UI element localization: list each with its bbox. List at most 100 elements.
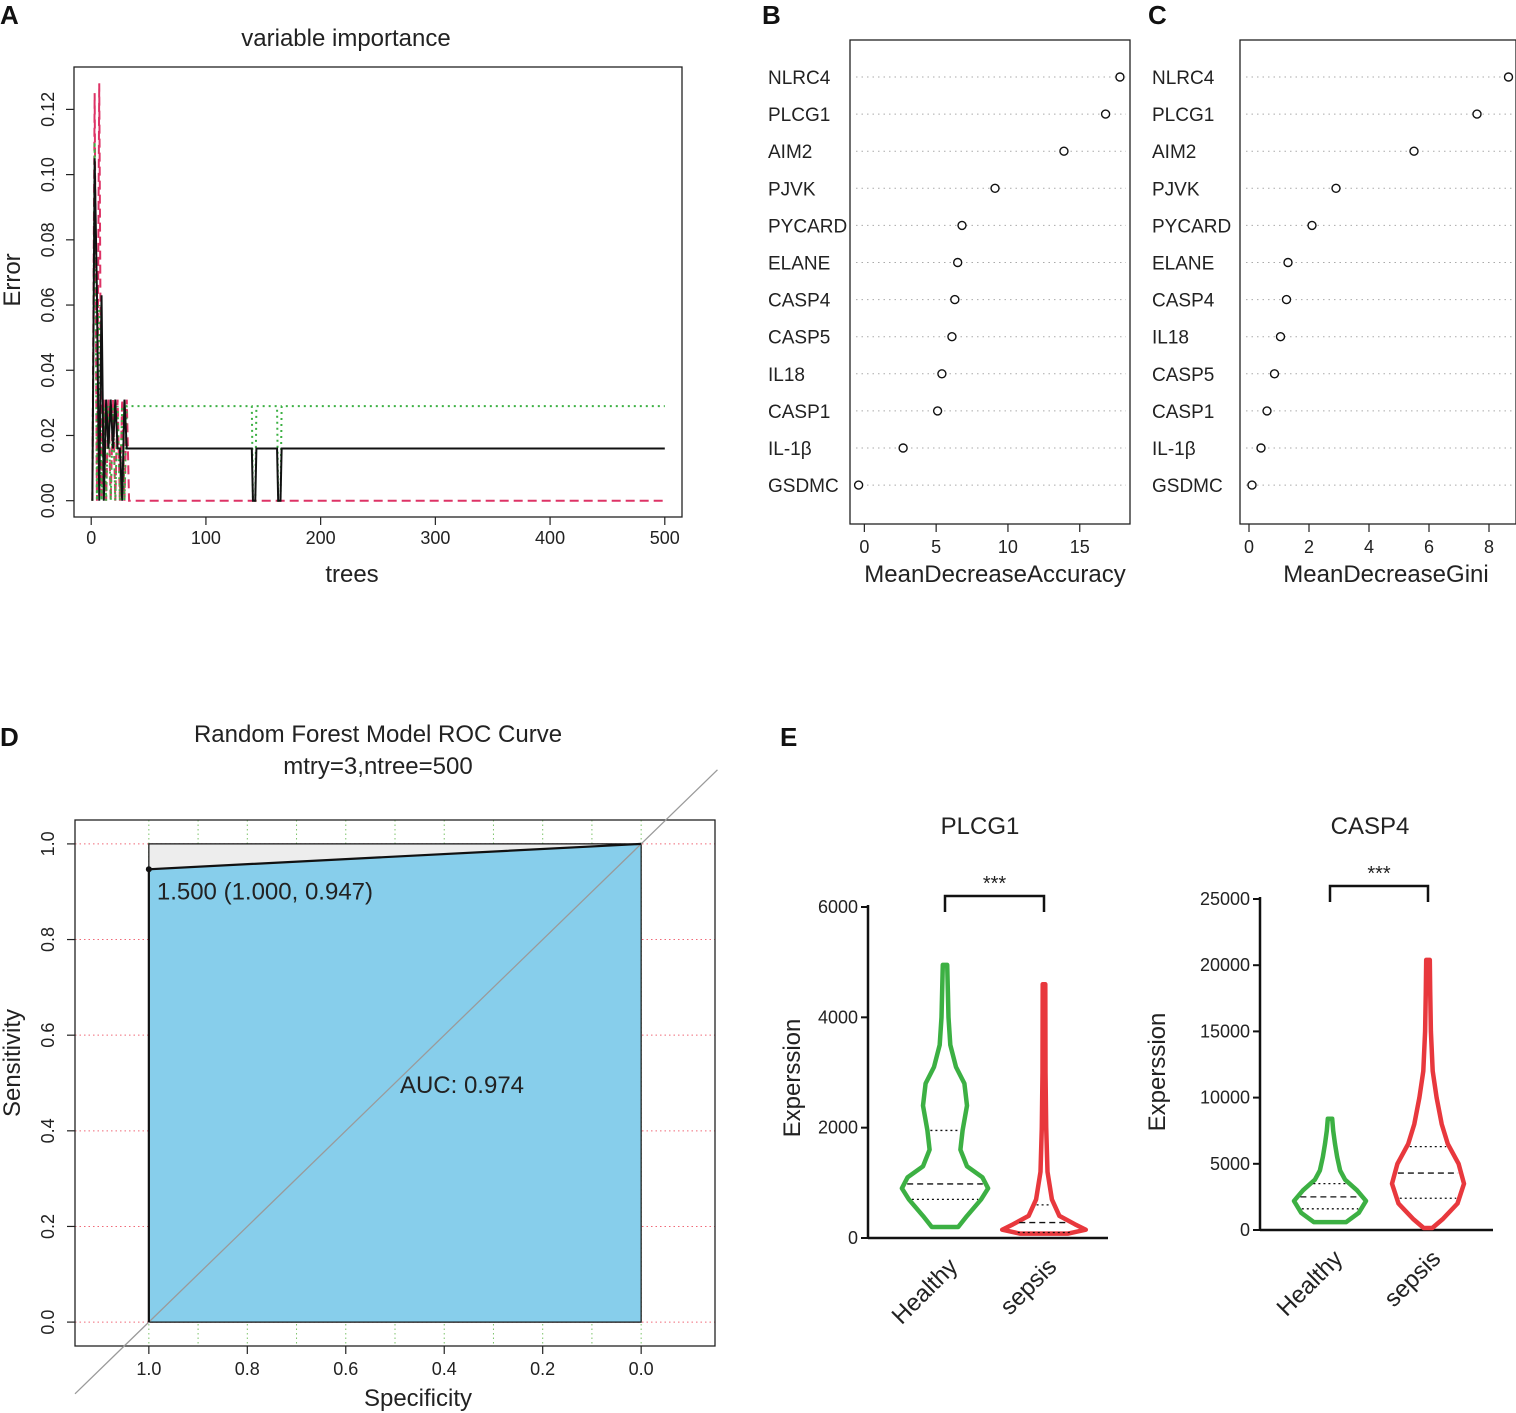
panel-a-xtick-label: 300 [420,528,450,548]
panel-a-xtick-label: 500 [650,528,680,548]
panel-a-ytick-label: 0.10 [38,157,58,192]
panel-c-point [1503,72,1514,82]
panel-a-xlabel: trees [325,561,378,588]
panel-b-point [853,480,864,490]
panel-b-point [1100,109,1111,119]
panel-c-xtick-label: 4 [1364,537,1374,557]
panel-b-gene-label: AIM2 [768,142,812,163]
panel-d-threshold-point [145,866,152,873]
panel-d-ytick-label: 0.0 [38,1310,58,1335]
panel-e2-category-label: sepsis [1379,1245,1446,1312]
panel-e2-sig-label: *** [1367,863,1391,885]
panel-d-plot-frame [74,819,716,1347]
panel-a-error-plot: variable importance 0 100 200 300 400 500 0.00… [0,25,683,588]
panel-label-b: B [762,0,781,30]
panel-e2-violin-healthy [1291,1116,1369,1225]
panel-c-gene-label: IL18 [1152,328,1189,349]
panel-label-e: E [780,722,797,752]
panel-b-point [1059,146,1069,156]
panel-c-point [1281,294,1292,305]
panel-a-ytick-label: 0.12 [38,92,58,127]
panel-a-plot-frame [73,66,683,518]
panel-b-point [947,332,957,342]
panel-a-ytick-label: 0.00 [38,483,58,518]
panel-b-gene-label: CASP4 [768,291,831,312]
panel-e2-ytick-label: 0 [1240,1220,1250,1240]
panel-e1-ytick-label: 4000 [818,1007,858,1027]
panel-d-diagonal [74,769,718,1395]
panel-d-ytick-label: 0.8 [38,927,58,952]
panel-b-point [952,257,963,268]
panel-b-xtick-label: 0 [859,537,869,557]
panel-c-gene-label: PJVK [1152,179,1200,200]
panel-c-gene-label: ELANE [1152,254,1214,275]
panel-d-ytick-label: 1.0 [38,831,58,856]
panel-c-point [1472,109,1482,119]
panel-d-xlabel: Specificity [364,1385,472,1412]
panel-e2-violin-sepsis [1389,957,1467,1231]
panel-a-series-class-2 [91,141,665,502]
panel-b-gene-label: CASP5 [768,328,830,349]
panel-c-gene-label: PYCARD [1152,216,1231,237]
panel-a-series-oob [91,158,665,502]
panel-e2-ytick-label: 15000 [1200,1021,1250,1041]
panel-e1-sig-bracket [943,894,1046,912]
panel-c-gene-label: GSDMC [1152,476,1223,497]
panel-b-point [1115,72,1125,82]
panel-d-xtick-label: 1.0 [136,1359,161,1379]
panel-b-gene-label: IL-1β [768,439,812,460]
panel-d-ytick-label: 0.2 [38,1214,58,1239]
panel-c-gene-label: AIM2 [1152,142,1196,163]
panel-a-ytick-label: 0.08 [38,222,58,257]
panel-e1-ytick-label: 2000 [818,1118,858,1138]
panel-e2-ytick-label: 5000 [1210,1154,1250,1174]
panel-e1-title: PLCG1 [941,813,1020,840]
panel-d-xtick-label: 0.0 [629,1359,654,1379]
panel-b-gene-label: GSDMC [768,476,839,497]
panel-c-xtick-label: 0 [1244,537,1254,557]
panel-c-gene-label: CASP1 [1152,402,1214,423]
panel-d-xtick-label: 0.6 [333,1359,358,1379]
panel-e2-ylabel: Experssion [1144,1013,1171,1132]
panel-b-point [950,294,960,305]
panel-b-gene-label: PYCARD [768,216,847,237]
panel-d-title: Random Forest Model ROC Curve [194,721,562,748]
panel-e2-ytick-label: 20000 [1200,955,1250,975]
panel-b-point [957,220,967,231]
panel-b-dotchart: NLRC4 PLCG1 AIM2 PJVK PYCARD ELANE CASP4 CASP5 I… [768,39,1131,588]
panel-d-auc-label: AUC: 0.974 [400,1072,524,1099]
panel-e2-ytick-label: 10000 [1200,1088,1250,1108]
panel-d-xtick-label: 0.4 [432,1359,457,1379]
panel-b-gene-label: NLRC4 [768,68,831,89]
panel-d-ytick-label: 0.6 [38,1023,58,1048]
panel-e1-category-label: sepsis [995,1253,1062,1320]
panel-c-gene-label: PLCG1 [1152,105,1214,126]
panel-b-xtick-label: 15 [1070,537,1090,557]
panel-label-c: C [1148,0,1167,30]
panel-c-xtick-label: 2 [1304,537,1314,557]
panel-a-ytick-label: 0.06 [38,288,58,323]
panel-e1-ylabel: Experssion [779,1019,806,1138]
panel-c-xlabel: MeanDecreaseGini [1283,561,1488,588]
panel-c-gene-label: NLRC4 [1152,68,1215,89]
panel-label-a: A [0,0,19,30]
panel-b-point [937,369,947,379]
panel-a-xtick-label: 100 [191,528,221,548]
panel-e2-ytick-label: 25000 [1200,889,1250,909]
panel-d-xtick-label: 0.8 [235,1359,260,1379]
panel-c-plot-frame [1239,39,1516,525]
panel-d-roc: Random Forest Model ROC Curve mtry=3,ntr… [0,721,718,1412]
panel-a-title: variable importance [241,25,450,52]
panel-c-point [1275,332,1286,342]
panel-e2-category-label: Healthy [1272,1245,1349,1322]
panel-c-point [1331,183,1341,194]
panel-c-point [1262,406,1272,416]
panel-b-gene-label: PJVK [768,179,816,200]
panel-a-xtick-label: 400 [535,528,565,548]
panel-e2-title: CASP4 [1331,813,1410,840]
panel-c-point [1256,443,1266,453]
panel-a-series-class-1 [91,83,665,502]
panel-e1-ytick-label: 6000 [818,897,858,917]
panel-c-point [1409,146,1419,156]
panel-b-plot-frame [849,39,1131,525]
